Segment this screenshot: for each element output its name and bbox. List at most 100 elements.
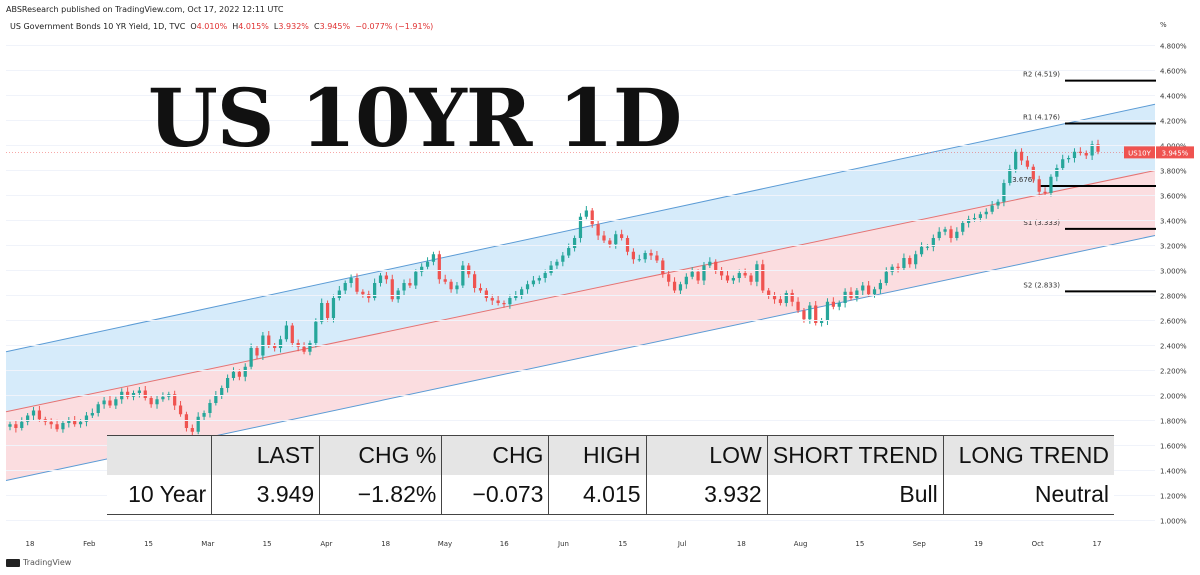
y-tick-label: 3.800% xyxy=(1160,168,1187,176)
x-tick-label: Oct xyxy=(1032,540,1044,548)
x-tick-label: 15 xyxy=(618,540,627,548)
candle-body xyxy=(143,390,147,398)
candle xyxy=(255,345,259,359)
candle xyxy=(1066,155,1071,163)
candle-body xyxy=(61,423,65,430)
price-tag-symbol: US10Y xyxy=(1128,149,1151,157)
y-tick-label: 2.400% xyxy=(1160,343,1187,351)
y-tick-label: 4.200% xyxy=(1160,118,1187,126)
candle-body xyxy=(231,371,236,378)
candle-body xyxy=(655,255,659,261)
candle xyxy=(855,288,859,302)
x-tick-label: Sep xyxy=(913,540,927,548)
y-tick-label: 1.600% xyxy=(1160,443,1187,451)
candle-body xyxy=(808,305,812,320)
high-value: 4.015% xyxy=(238,22,269,31)
candle-body xyxy=(772,295,777,300)
candle xyxy=(767,288,771,299)
candle xyxy=(314,318,318,348)
candle xyxy=(114,396,118,409)
candle xyxy=(831,297,835,310)
candle-body xyxy=(702,265,706,281)
candle-body xyxy=(37,410,42,420)
candle-body xyxy=(661,260,665,275)
candle-body xyxy=(1072,151,1077,158)
candle-body xyxy=(337,290,341,298)
candle-body xyxy=(31,410,36,416)
candle-body xyxy=(572,238,577,248)
candle-body xyxy=(108,400,112,406)
y-tick-label: 2.200% xyxy=(1160,368,1187,376)
brand-name: TradingView xyxy=(23,558,72,567)
candle-body xyxy=(996,201,1000,206)
candle xyxy=(1014,149,1018,173)
footer-brand[interactable]: TradingView xyxy=(6,558,71,567)
candle xyxy=(543,269,547,283)
candle xyxy=(290,323,294,347)
chart-title: US 10YR 1D xyxy=(148,71,682,165)
publisher-line: ABSResearch published on TradingView.com… xyxy=(6,5,284,14)
channel-middle-line xyxy=(5,170,1156,413)
x-tick-label: Aug xyxy=(794,540,808,548)
candle xyxy=(502,300,506,308)
candle xyxy=(126,387,130,400)
candle xyxy=(8,421,12,431)
x-tick-label: 15 xyxy=(144,540,153,548)
candle-body xyxy=(437,254,441,280)
candle-body xyxy=(126,391,130,397)
candle-body xyxy=(220,388,224,396)
candle-body xyxy=(590,210,594,225)
candle-body xyxy=(455,285,459,290)
x-tick-label: 15 xyxy=(855,540,864,548)
candle xyxy=(572,235,577,252)
candle xyxy=(273,343,277,352)
x-tick-label: 16 xyxy=(500,540,509,548)
candle-body xyxy=(602,235,606,241)
candle-body xyxy=(825,301,830,321)
candle-body xyxy=(408,283,412,286)
candle xyxy=(508,294,512,309)
candle xyxy=(361,289,365,298)
candle-body xyxy=(443,279,447,282)
candle xyxy=(837,300,841,311)
candle xyxy=(984,208,988,219)
header-cell-long-trend: LONG TREND xyxy=(943,435,1114,475)
candle xyxy=(520,286,524,299)
candle xyxy=(37,406,42,422)
candle-body xyxy=(267,335,271,346)
quote-table-row: 10 Year 3.949 −1.82% −0.073 4.015 3.932 … xyxy=(107,475,1114,515)
candle-body xyxy=(467,265,471,275)
candle xyxy=(26,413,30,426)
candle xyxy=(231,367,236,381)
quote-table-header-row: LAST CHG % CHG HIGH LOW SHORT TREND LONG… xyxy=(107,435,1114,475)
candle-body xyxy=(384,275,389,280)
y-tick-label: 4.600% xyxy=(1160,68,1187,76)
candle-body xyxy=(990,205,994,212)
candle xyxy=(220,385,224,399)
candle-body xyxy=(73,420,77,425)
candle xyxy=(749,273,753,286)
candle-body xyxy=(284,325,289,340)
candle xyxy=(449,279,453,293)
candle xyxy=(96,401,100,417)
candle-body xyxy=(578,216,583,238)
candle xyxy=(649,249,653,260)
lower-channel-fill xyxy=(6,170,1155,481)
pivot-level-label: S2 (2.833) xyxy=(1023,281,1060,289)
candle xyxy=(478,283,483,293)
candle xyxy=(684,273,688,289)
candle xyxy=(949,225,953,243)
candle-body xyxy=(731,278,735,281)
candle xyxy=(631,248,636,264)
close-label: C xyxy=(313,22,320,31)
candle-body xyxy=(1008,169,1012,183)
candle-body xyxy=(814,305,818,323)
candle-body xyxy=(584,210,588,217)
candle xyxy=(578,213,583,243)
candle xyxy=(325,300,330,322)
candle-body xyxy=(955,231,959,238)
candle xyxy=(455,282,459,294)
candle xyxy=(561,252,565,267)
candle-body xyxy=(737,273,741,278)
